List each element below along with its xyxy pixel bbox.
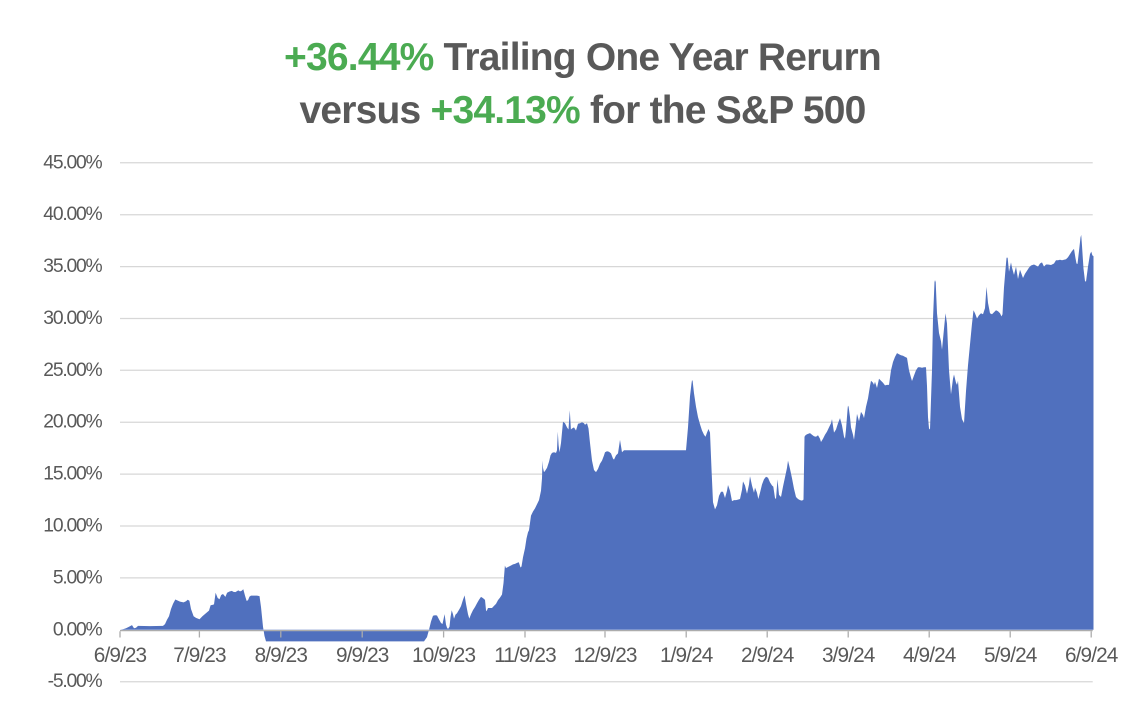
svg-text:7/9/23: 7/9/23 — [173, 644, 226, 667]
svg-text:9/9/23: 9/9/23 — [336, 644, 389, 667]
svg-text:1/9/24: 1/9/24 — [660, 644, 713, 667]
svg-text:2/9/24: 2/9/24 — [741, 644, 794, 667]
svg-text:3/9/24: 3/9/24 — [822, 644, 875, 667]
svg-text:45.00%: 45.00% — [43, 152, 102, 173]
svg-text:4/9/24: 4/9/24 — [903, 644, 956, 667]
svg-text:10/9/23: 10/9/23 — [412, 644, 475, 667]
svg-text:20.00%: 20.00% — [43, 412, 102, 433]
svg-text:15.00%: 15.00% — [43, 464, 102, 485]
svg-text:35.00%: 35.00% — [43, 256, 102, 277]
svg-text:12/9/23: 12/9/23 — [573, 644, 636, 667]
svg-text:8/9/23: 8/9/23 — [255, 644, 308, 667]
svg-text:6/9/23: 6/9/23 — [94, 644, 147, 667]
svg-text:10.00%: 10.00% — [43, 516, 102, 537]
svg-text:6/9/24: 6/9/24 — [1065, 644, 1118, 667]
svg-text:-5.00%: -5.00% — [48, 671, 103, 692]
svg-text:5/9/24: 5/9/24 — [984, 644, 1037, 667]
svg-text:0.00%: 0.00% — [53, 619, 103, 640]
svg-text:40.00%: 40.00% — [43, 204, 102, 225]
svg-text:5.00%: 5.00% — [53, 567, 103, 588]
svg-text:11/9/23: 11/9/23 — [494, 644, 556, 667]
svg-text:25.00%: 25.00% — [43, 360, 102, 381]
svg-text:30.00%: 30.00% — [43, 308, 102, 329]
